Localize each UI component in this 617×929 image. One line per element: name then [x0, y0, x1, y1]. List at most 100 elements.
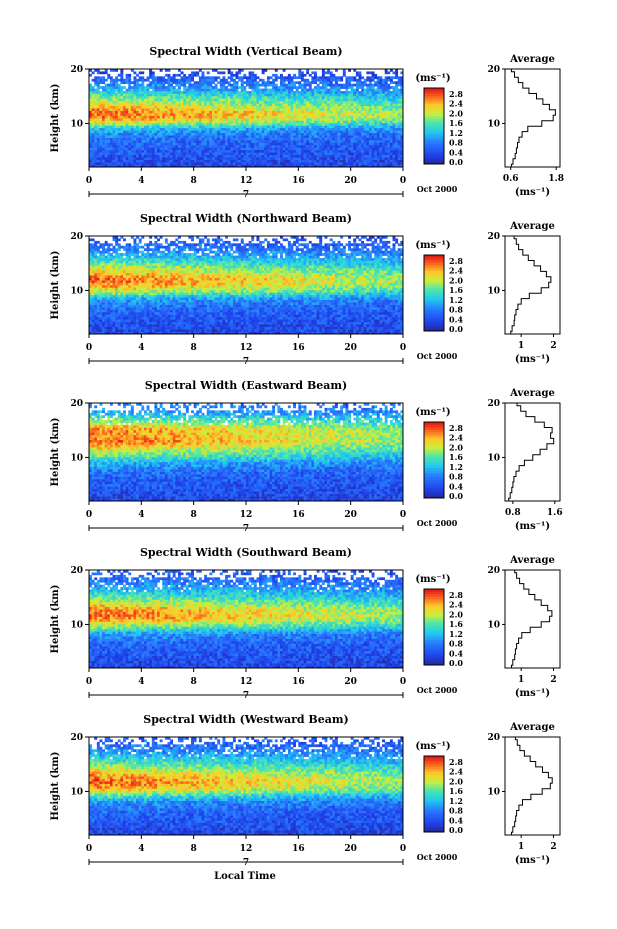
heatmap-cell — [141, 159, 145, 163]
heatmap-cell — [196, 135, 200, 138]
heatmap-cell — [89, 110, 92, 114]
heatmap-cell — [337, 118, 341, 121]
heatmap-cell — [191, 132, 194, 136]
heatmap-cell — [389, 144, 393, 148]
heatmap-cell — [130, 115, 134, 119]
heatmap-cell — [368, 130, 372, 133]
heatmap-cell — [172, 137, 176, 141]
heatmap-cell — [261, 88, 265, 92]
heatmap-cell — [366, 331, 370, 335]
heatmap-cell — [368, 118, 372, 121]
heatmap-cell — [154, 81, 158, 84]
heatmap-cell — [353, 93, 357, 97]
heatmap-cell — [185, 157, 189, 160]
heatmap-cell — [261, 98, 265, 102]
heatmap-cell — [376, 137, 380, 141]
heatmap-cell — [177, 159, 181, 163]
heatmap-cell — [303, 135, 307, 138]
heatmap-cell — [107, 98, 111, 102]
heatmap-cell — [256, 98, 260, 102]
heatmap-cell — [123, 326, 126, 330]
heatmap-cell — [246, 140, 249, 143]
heatmap-cell — [334, 140, 338, 143]
heatmap-cell — [277, 132, 281, 136]
heatmap-cell — [193, 164, 197, 168]
heatmap-cell — [355, 144, 359, 148]
heatmap-cell — [227, 142, 231, 146]
heatmap-cell — [282, 78, 286, 82]
heatmap-cell — [201, 98, 205, 102]
heatmap-cell — [143, 113, 147, 116]
heatmap-cell — [306, 157, 310, 160]
heatmap-cell — [334, 324, 338, 327]
heatmap-cell — [316, 331, 320, 335]
heatmap-cell — [211, 147, 215, 151]
heatmap-cell — [115, 78, 119, 82]
heatmap-cell — [175, 105, 179, 109]
heatmap-cell — [230, 86, 234, 89]
heatmap-cell — [269, 120, 273, 124]
heatmap-cell — [314, 81, 317, 84]
heatmap-cell — [277, 152, 281, 156]
heatmap-cell — [314, 142, 317, 146]
heatmap-cell — [293, 154, 297, 158]
heatmap-cell — [314, 122, 317, 126]
heatmap-cell — [269, 95, 273, 99]
heatmap-cell — [136, 113, 140, 116]
heatmap-cell — [282, 162, 286, 165]
heatmap-cell — [387, 147, 391, 151]
heatmap-cell — [293, 118, 297, 121]
heatmap-cell — [337, 83, 341, 87]
heatmap-cell — [146, 324, 150, 327]
heatmap-cell — [348, 76, 351, 80]
heatmap-cell — [151, 110, 155, 114]
heatmap-cell — [287, 144, 291, 148]
heatmap-cell — [363, 103, 367, 107]
heatmap-cell — [162, 324, 166, 327]
heatmap-cell — [159, 144, 163, 148]
heatmap-cell — [107, 108, 111, 111]
heatmap-cell — [102, 162, 105, 165]
heatmap-cell — [172, 159, 176, 163]
heatmap-cell — [185, 164, 189, 168]
heatmap-cell — [141, 157, 145, 160]
heatmap-cell — [324, 76, 328, 80]
heatmap-cell — [154, 127, 158, 131]
heatmap-cell — [334, 95, 338, 99]
heatmap-cell — [387, 324, 391, 327]
heatmap-cell — [238, 78, 242, 82]
heatmap-cell — [232, 132, 236, 136]
heatmap-cell — [204, 142, 208, 146]
heatmap-cell — [206, 91, 210, 94]
heatmap-cell — [240, 78, 244, 82]
heatmap-cell — [303, 152, 307, 156]
heatmap-cell — [243, 144, 247, 148]
heatmap-cell — [274, 132, 278, 136]
heatmap-cell — [392, 100, 396, 104]
heatmap-cell — [397, 122, 401, 126]
heatmap-cell — [306, 78, 310, 82]
heatmap-cell — [141, 120, 145, 124]
heatmap-cell — [125, 147, 129, 151]
heatmap-cell — [175, 120, 179, 124]
heatmap-cell — [246, 130, 249, 133]
heatmap-cell — [191, 71, 194, 75]
heatmap-cell — [266, 164, 270, 168]
heatmap-cell — [334, 83, 338, 87]
heatmap-cell — [204, 105, 208, 109]
heatmap-cell — [123, 137, 126, 141]
heatmap-cell — [235, 326, 239, 330]
heatmap-cell — [353, 120, 357, 124]
heatmap-cell — [311, 132, 315, 136]
heatmap-cell — [358, 113, 362, 116]
heatmap-cell — [269, 127, 273, 131]
heatmap-cell — [389, 159, 393, 163]
heatmap-cell — [306, 69, 310, 72]
heatmap-cell — [89, 159, 92, 163]
heatmap-cell — [395, 159, 399, 163]
heatmap-cell — [240, 120, 244, 124]
heatmap-cell — [266, 125, 270, 129]
heatmap-cell — [177, 164, 181, 168]
heatmap-cell — [180, 137, 184, 141]
heatmap-cell — [136, 95, 140, 99]
